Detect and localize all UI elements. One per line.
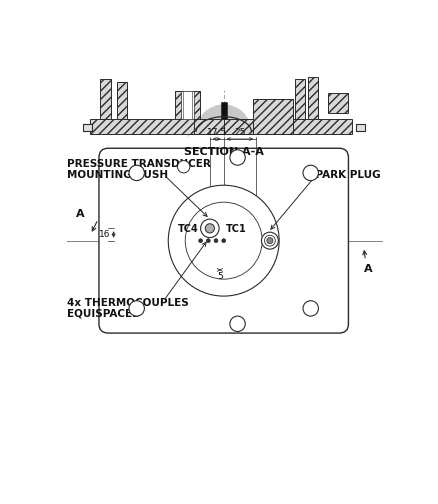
Bar (194, 119, 224, 135)
Text: SECTION A-A: SECTION A-A (184, 147, 264, 157)
Text: EQUISPACED: EQUISPACED (67, 308, 140, 319)
Circle shape (129, 301, 145, 316)
Wedge shape (196, 104, 251, 132)
Text: PRESSURE TRANSDUCER: PRESSURE TRANSDUCER (67, 159, 211, 169)
Circle shape (201, 219, 219, 237)
Text: 16: 16 (99, 230, 110, 239)
Circle shape (199, 239, 202, 242)
Text: A: A (76, 209, 85, 219)
Bar (356, 123, 365, 132)
Text: A: A (364, 264, 373, 274)
Bar (224, 119, 253, 135)
Circle shape (303, 301, 318, 316)
Circle shape (303, 165, 318, 180)
Text: 25: 25 (234, 129, 246, 138)
Circle shape (177, 161, 190, 173)
Circle shape (205, 224, 215, 233)
Bar (328, 93, 348, 113)
Bar (253, 99, 293, 135)
Text: TC4: TC4 (177, 224, 198, 234)
Text: TC1: TC1 (226, 224, 247, 234)
Bar (221, 102, 227, 119)
Bar (308, 77, 318, 119)
Circle shape (261, 232, 279, 249)
Bar (224, 119, 352, 135)
Circle shape (206, 239, 210, 242)
Circle shape (129, 165, 145, 180)
Bar (83, 123, 92, 132)
Bar (91, 119, 224, 135)
Bar (294, 79, 304, 119)
Circle shape (230, 316, 245, 332)
Bar (181, 91, 194, 119)
Circle shape (222, 239, 226, 242)
Text: MOUNTING BUSH: MOUNTING BUSH (67, 170, 168, 180)
Text: 4x THERMOCOUPLES: 4x THERMOCOUPLES (67, 298, 188, 307)
Bar (183, 91, 192, 119)
Circle shape (265, 235, 276, 246)
FancyBboxPatch shape (99, 148, 349, 333)
Bar (117, 82, 127, 119)
Text: 5: 5 (217, 272, 223, 281)
Circle shape (168, 185, 279, 296)
Text: SPARK PLUG: SPARK PLUG (308, 170, 381, 180)
Circle shape (185, 202, 262, 279)
Bar (175, 91, 200, 119)
Circle shape (230, 150, 245, 165)
Text: 17.5: 17.5 (207, 129, 227, 138)
Circle shape (267, 237, 273, 244)
Bar (100, 79, 110, 119)
Circle shape (214, 239, 218, 242)
